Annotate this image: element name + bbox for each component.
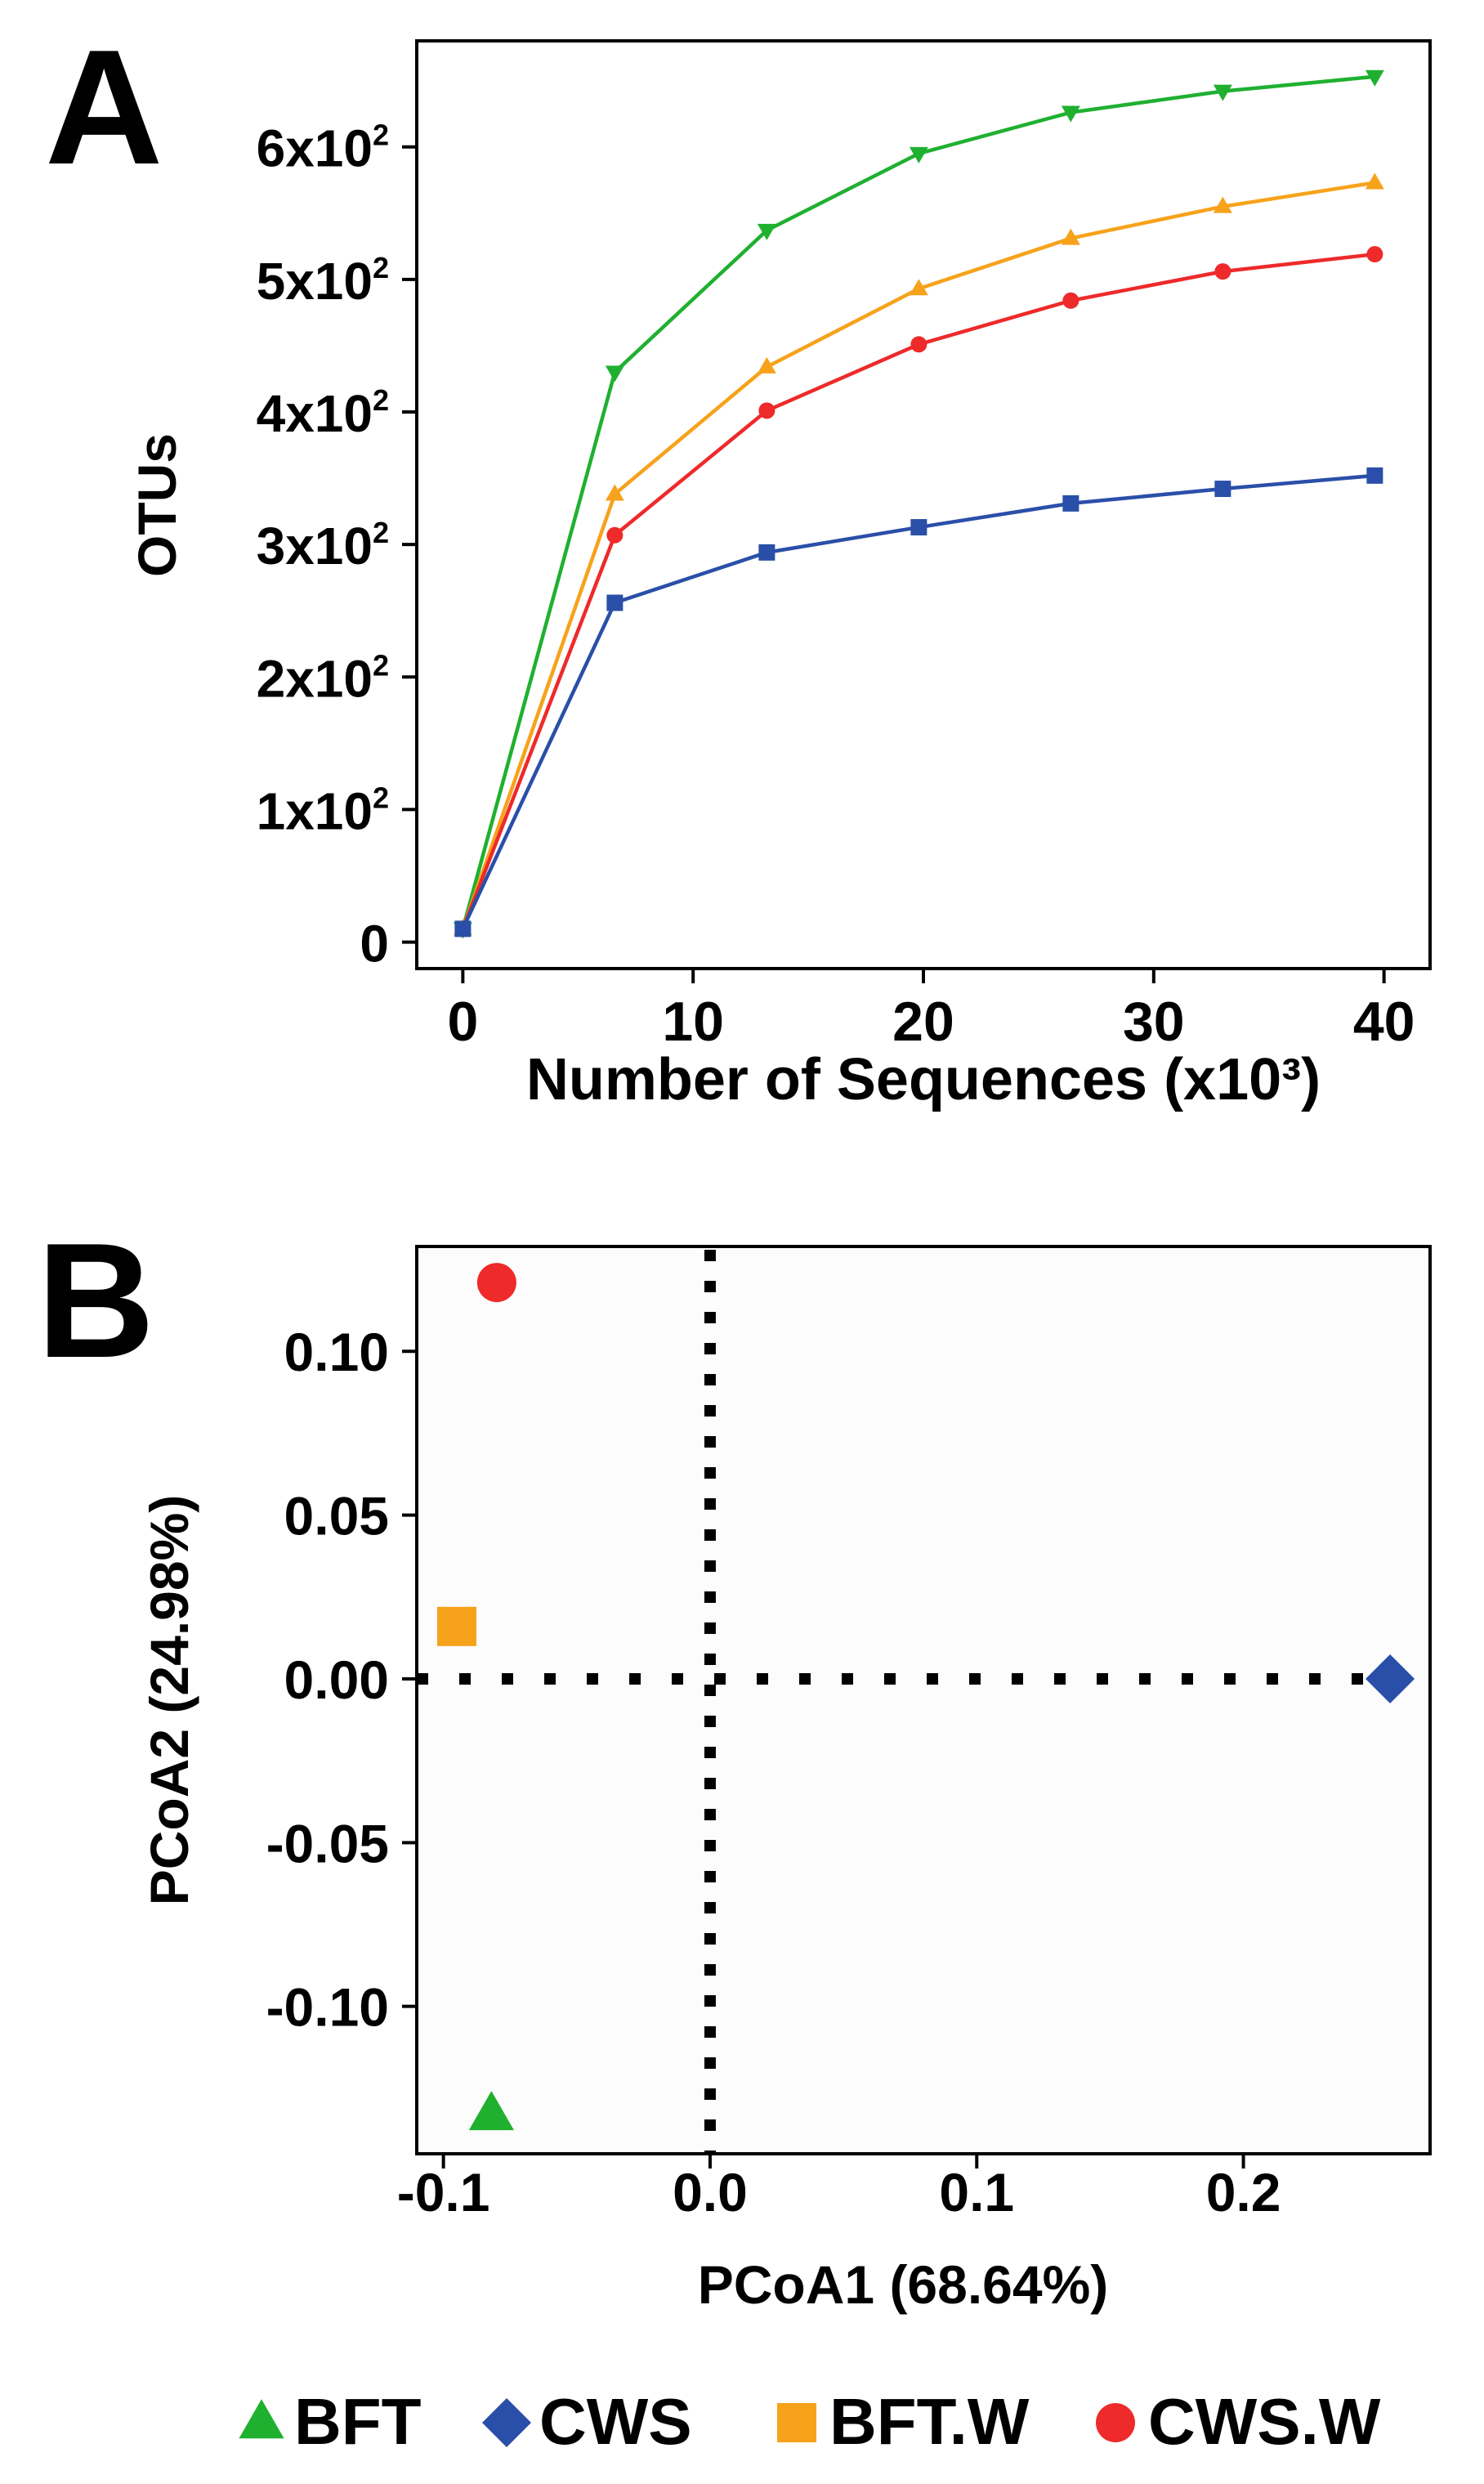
panel-a-point-bft-w [1213, 196, 1232, 213]
panel-b-letter: B [37, 1210, 154, 1392]
panel-b-x-tick-label: -0.1 [397, 2162, 490, 2222]
panel-a-point-cws-w [1214, 263, 1231, 280]
panel-b-y-tick-label: 0.00 [284, 1649, 389, 1710]
legend-marker-bft [239, 2399, 284, 2439]
panel-a-point-cws [1062, 495, 1079, 512]
legend-item-cws-w: CWS.W [1096, 2385, 1381, 2458]
panel-a-point-bft [605, 365, 624, 383]
panel-a-point-bft-w [605, 484, 624, 501]
panel-a-point-cws [606, 594, 624, 611]
panel-b-y-axis-label: PCoA2 (24.98%) [139, 1495, 199, 1906]
panel-a-point-bft-w [1061, 228, 1080, 245]
panel-a-point-cws [910, 519, 928, 536]
panel-a-y-axis-label: OTUs [127, 433, 187, 577]
panel-b-ticks: -0.1 0.0 0.1 0.2 -0.10 -0.05 0.00 0.05 0.10 [266, 1250, 1430, 2222]
panel-a-point-cws-w [1366, 246, 1383, 263]
legend-label: CWS.W [1148, 2385, 1381, 2458]
panel-a-point-bft [1061, 105, 1080, 123]
legend-marker-cws-w [1096, 2403, 1135, 2442]
panel-b-y-tick-label: 0.10 [284, 1322, 389, 1382]
panel-a-point-cws-w [758, 402, 776, 419]
legend-marker-bft-w [777, 2403, 816, 2442]
panel-a-x-tick-label: 0 [447, 991, 478, 1053]
panel-b-point-cws [1366, 1654, 1415, 1703]
panel-a-x-tick-label: 20 [892, 991, 954, 1053]
legend-item-bft-w: BFT.W [777, 2385, 1030, 2458]
panel-a-x-tick-label: 10 [662, 991, 724, 1053]
panel-b-y-tick-label: -0.05 [266, 1813, 389, 1873]
panel-a-point-bft-w [757, 356, 776, 374]
panel-a-y-tick-label: 5x102 [257, 251, 389, 311]
panel-a-point-cws-w [1062, 292, 1079, 309]
panel-a-point-cws [454, 920, 472, 938]
legend-item-bft: BFT [239, 2385, 422, 2458]
panel-b-point-bft [468, 2091, 514, 2131]
panel-a-x-axis-label: Number of Sequences (x10³) [526, 1047, 1321, 1112]
panel-a-ticks: 0 10 20 30 40 0 1x102 2x102 3x102 4x102 5x102 6x102 [257, 119, 1415, 1053]
panel-a-point-cws [758, 544, 776, 561]
panel-a-point-bft-w [909, 279, 928, 296]
panel-a-x-tick-label: 30 [1123, 991, 1185, 1053]
legend-label: BFT.W [829, 2385, 1030, 2458]
panel-a-letter: A [45, 16, 163, 199]
panel-a-point-bft [909, 146, 928, 163]
panel-a-point-cws-w [910, 336, 928, 353]
legend-label: CWS [539, 2385, 692, 2458]
panel-b-chart: -0.1 0.0 0.1 0.2 -0.10 -0.05 0.00 0.05 0.10 PCoA… [139, 1245, 1432, 2315]
legend-item-cws: CWS [482, 2385, 692, 2458]
panel-a-y-tick-label: 2x102 [257, 648, 389, 708]
panel-a-point-bft [1213, 84, 1232, 101]
panel-a-y-tick-label: 1x102 [257, 781, 389, 840]
panel-a-x-tick-label: 40 [1353, 991, 1415, 1053]
panel-b-y-tick-label: -0.10 [266, 1977, 389, 2038]
panel-b-points [436, 1263, 1415, 2131]
panel-a-y-tick-label: 6x102 [257, 119, 389, 178]
panel-a-point-cws [1366, 467, 1383, 484]
panel-a-y-tick-label: 4x102 [257, 383, 389, 443]
panel-b-x-tick-label: 0.2 [1206, 2162, 1281, 2222]
panel-b-x-tick-label: 0.0 [673, 2162, 748, 2222]
panel-a-point-cws-w [606, 526, 624, 544]
panel-a-point-bft [757, 223, 776, 240]
panel-a-y-tick-label: 0 [360, 915, 389, 973]
legend-label: BFT [294, 2385, 422, 2458]
panel-a-point-bft [1365, 69, 1384, 87]
legend-marker-cws [482, 2398, 531, 2447]
panel-a-point-bft-w [1365, 172, 1384, 190]
panel-a-point-cws [1214, 481, 1231, 498]
panel-b-plot-area [415, 1245, 1432, 2155]
panel-a-series [453, 69, 1384, 939]
panel-b-point-bft-w [436, 1606, 476, 1646]
panel-a-y-tick-label: 3x102 [257, 516, 389, 575]
panel-b-x-axis-label: PCoA1 (68.64%) [698, 2254, 1109, 2315]
panel-a-chart: 0 10 20 30 40 0 1x102 2x102 3x102 4x102 5x102 6x102… [127, 39, 1432, 1112]
legend: BFT CWS BFT.W CWS.W [239, 2385, 1381, 2458]
panel-b-x-tick-label: 0.1 [939, 2162, 1014, 2222]
panel-b-point-cws-w [476, 1263, 516, 1303]
panel-b-y-tick-label: 0.05 [284, 1486, 389, 1546]
panel-a-plot-area [415, 39, 1432, 970]
